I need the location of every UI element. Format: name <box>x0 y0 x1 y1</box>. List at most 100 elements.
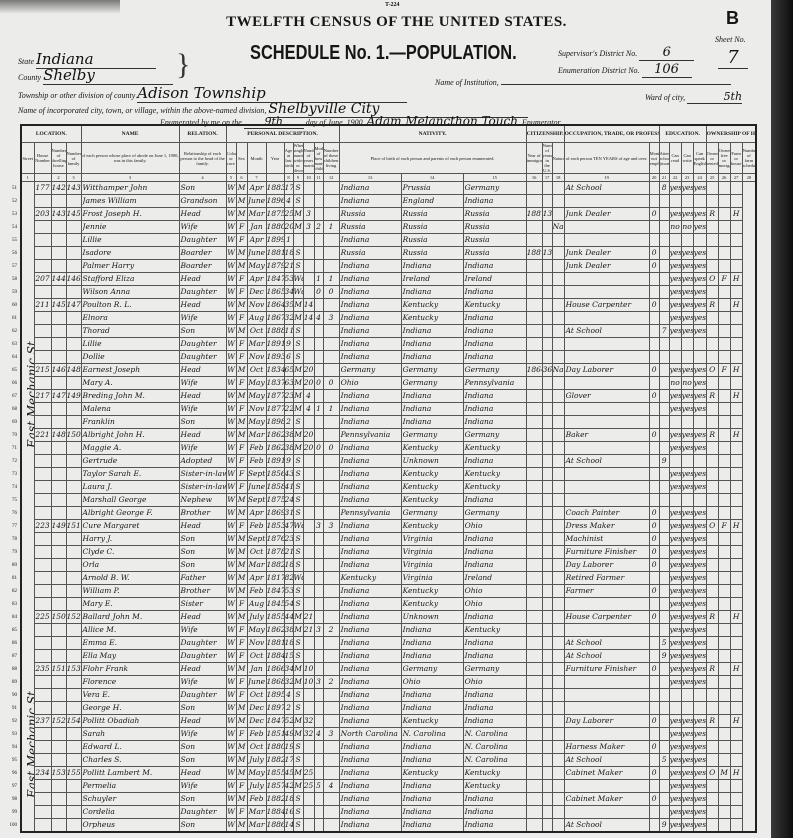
person-name-cell: Lillie <box>80 233 180 247</box>
birth-year-cell: 1880 <box>265 740 285 754</box>
father-birthplace-cell: Indiana <box>400 636 464 650</box>
ward-field: Ward of city, 5th <box>645 90 743 104</box>
father-birthplace-cell: Kentucky <box>400 584 464 598</box>
months-unemployed-cell: 0 <box>648 610 660 624</box>
children-born-cell <box>313 467 324 481</box>
table-row: Edward L.SonWMOct188019SIndianaIndianaN.… <box>21 740 756 754</box>
column-number: 24 <box>692 173 707 182</box>
can-speak-english-cell <box>692 493 707 507</box>
birth-year-cell: 1893 <box>265 350 285 364</box>
house-number-cell <box>33 740 52 754</box>
mother-birthplace-cell: Russia <box>462 220 527 234</box>
can-speak-english-cell: yes <box>692 285 707 299</box>
column-number: 13 <box>338 173 402 182</box>
marital-status-cell: S <box>292 701 304 715</box>
column-number: 12 <box>322 173 340 182</box>
mother-birthplace-cell: Indiana <box>462 311 527 325</box>
dwelling-number-cell: 146 <box>50 363 67 377</box>
farm-house-cell <box>729 220 743 234</box>
house-number-cell <box>33 259 52 273</box>
mother-birthplace-cell: Indiana <box>462 792 527 806</box>
school-months-cell <box>658 389 670 403</box>
children-living-cell <box>322 584 340 598</box>
months-unemployed-cell: 0 <box>648 740 660 754</box>
relation-cell: Head <box>178 610 227 624</box>
table-row: Marshall GeorgeNephewWMSept187524SIndian… <box>21 493 756 507</box>
family-number-cell: 146 <box>65 272 82 286</box>
months-unemployed-cell <box>648 818 660 833</box>
immigration-year-cell <box>525 597 543 611</box>
can-read-cell: yes <box>668 753 682 767</box>
occupation-cell: Baker <box>563 428 650 442</box>
mother-birthplace-cell: Germany <box>462 181 527 195</box>
free-mortgaged-cell <box>717 597 731 611</box>
line-number: 61 <box>12 316 17 321</box>
can-write-cell: yes <box>680 545 694 559</box>
father-birthplace-cell: Indiana <box>400 688 464 702</box>
dwelling-number-cell <box>50 246 67 260</box>
house-number-cell <box>33 636 52 650</box>
marital-status-cell: M <box>292 662 304 676</box>
color-cell: W <box>225 792 237 806</box>
county-label: County <box>18 73 42 82</box>
color-cell: W <box>225 766 237 780</box>
months-unemployed-cell: 0 <box>648 558 660 572</box>
years-in-us-cell <box>541 714 553 728</box>
can-speak-english-cell: yes <box>692 779 707 793</box>
line-number: 94 <box>12 745 17 750</box>
years-in-us-cell <box>541 584 553 598</box>
school-months-cell <box>658 259 670 273</box>
can-speak-english-cell: yes <box>692 272 707 286</box>
marital-status-cell: M <box>292 220 304 234</box>
age-cell: 18 <box>283 792 294 806</box>
can-write-cell: yes <box>680 428 694 442</box>
father-birthplace-cell: Indiana <box>400 779 464 793</box>
father-birthplace-cell: Indiana <box>400 740 464 754</box>
house-number-cell <box>33 415 52 429</box>
naturalization-cell <box>551 558 565 572</box>
school-months-cell <box>658 662 670 676</box>
dwelling-number-cell: 143 <box>50 207 67 221</box>
dwelling-number-cell <box>50 324 67 338</box>
birth-year-cell: 1875 <box>265 493 285 507</box>
owned-rented-cell <box>705 285 719 299</box>
birth-month-cell: Sept <box>246 532 267 546</box>
family-number-cell <box>65 467 82 481</box>
birth-month-cell: May <box>246 259 267 273</box>
birth-year-cell: 1862 <box>265 623 285 637</box>
sex-cell: F <box>235 337 248 351</box>
column-subheader: of each person TEN YEARS of age and over… <box>563 142 650 174</box>
color-cell: W <box>225 649 237 663</box>
dwelling-number-cell <box>50 220 67 234</box>
children-born-cell <box>313 454 324 468</box>
can-write-cell: yes <box>680 285 694 299</box>
person-name-cell: Earnest Joseph <box>80 363 180 377</box>
farm-house-cell <box>729 233 743 247</box>
can-speak-english-cell: yes <box>692 753 707 767</box>
farm-house-cell <box>729 727 743 741</box>
sex-cell: M <box>235 701 248 715</box>
years-in-us-cell <box>541 298 553 312</box>
months-unemployed-cell: 0 <box>648 428 660 442</box>
marital-status-cell: S <box>292 194 304 208</box>
marital-status-cell: M <box>292 610 304 624</box>
relation-cell: Wife <box>178 220 227 234</box>
free-mortgaged-cell <box>717 402 731 416</box>
birth-month-cell: Nov <box>246 636 267 650</box>
children-born-cell <box>313 662 324 676</box>
free-mortgaged-cell <box>717 454 731 468</box>
marital-status-cell: M <box>292 428 304 442</box>
house-number-cell <box>33 311 52 325</box>
enumerated-date-text: day of June, 1900, <box>305 118 365 127</box>
mother-birthplace-cell: Ohio <box>462 675 527 689</box>
children-living-cell <box>322 506 340 520</box>
naturalization-cell: Na <box>551 363 565 377</box>
sex-cell: F <box>235 636 248 650</box>
occupation-cell: At School <box>563 753 650 767</box>
owned-rented-cell <box>705 220 719 234</box>
years-married-cell: 10 <box>302 662 315 676</box>
owned-rented-cell <box>705 376 719 390</box>
months-unemployed-cell <box>648 805 660 819</box>
can-speak-english-cell: yes <box>692 623 707 637</box>
mother-birthplace-cell: Kentucky <box>462 779 527 793</box>
